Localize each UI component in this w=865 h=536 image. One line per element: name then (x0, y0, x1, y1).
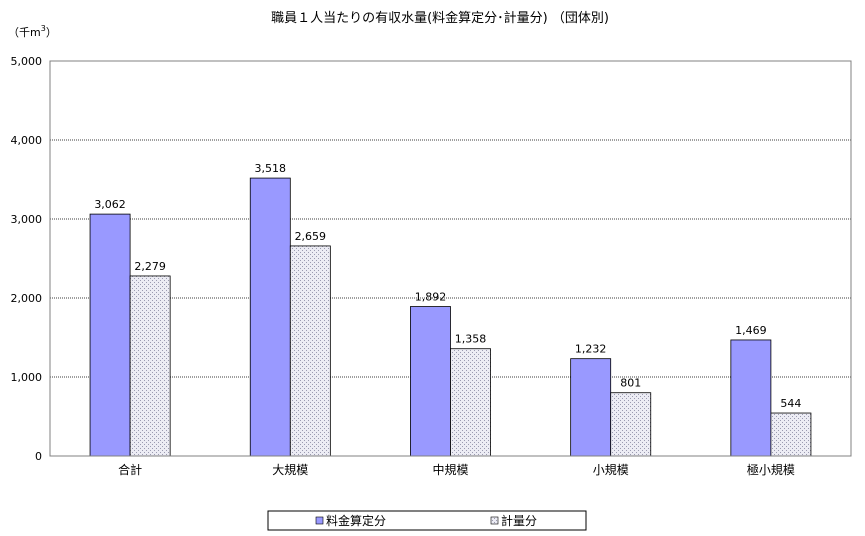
category-label: 大規模 (272, 462, 308, 477)
chart-title: 職員１人当たりの有収水量(料金算定分･計量分) （団体別) (271, 10, 609, 26)
data-labels: 3,062 2,279 3,518 2,659 1,892 1,358 1,232 801 1,… (94, 162, 801, 410)
data-label: 3,518 (255, 162, 287, 175)
data-label: 1,892 (415, 291, 447, 304)
y-axis-unit-label: （千m3） (8, 24, 57, 39)
plot-area-border (49, 60, 852, 457)
bar-series-1 (730, 339, 772, 457)
y-tick-label: 3,000 (11, 213, 43, 226)
legend-box (267, 510, 587, 531)
category-label: 小規模 (593, 462, 629, 477)
bar-series-2 (450, 348, 491, 457)
y-tick-label: 1,000 (11, 371, 43, 384)
y-tick-label: 5,000 (11, 55, 43, 68)
data-label: 3,062 (94, 198, 126, 211)
bar-series-1 (570, 358, 612, 457)
data-label: 801 (620, 377, 641, 390)
y-axis-unit-close: ） (46, 26, 57, 39)
legend-swatch-series-2 (490, 516, 499, 525)
bar-series-2 (129, 275, 171, 457)
category-label: 中規模 (432, 462, 468, 477)
bar-series-1 (89, 213, 131, 457)
bar-series-2 (610, 392, 652, 457)
bar-series-2 (289, 245, 331, 457)
legend-swatch-series-1 (315, 516, 324, 525)
data-label: 1,232 (575, 343, 607, 356)
bar-series-1 (410, 306, 451, 457)
data-label: 2,659 (295, 230, 327, 243)
y-tick-label: 2,000 (11, 292, 43, 305)
legend: 料金算定分 計量分 (267, 510, 587, 531)
legend-label-series-2: 計量分 (501, 513, 537, 528)
data-label: 2,279 (134, 260, 166, 273)
bar-series-1 (249, 177, 291, 457)
category-label: 極小規模 (747, 462, 795, 477)
data-label: 544 (780, 397, 801, 410)
data-label: 1,358 (455, 333, 487, 346)
y-tick-label: 4,000 (11, 134, 43, 147)
data-label: 1,469 (735, 324, 767, 337)
y-axis-unit-text: （千m (8, 26, 41, 39)
y-axis-ticks: 0 1,000 2,000 3,000 4,000 5,000 (11, 55, 43, 463)
y-tick-label: 0 (35, 450, 42, 463)
legend-label-series-1: 料金算定分 (326, 513, 386, 528)
category-label: 合計 (118, 462, 142, 477)
bar-series-2 (770, 412, 812, 457)
bars (89, 177, 812, 457)
category-labels: 合計 大規模 中規模 小規模 極小規模 (118, 462, 795, 477)
y-axis-unit-superscript: 3 (41, 24, 46, 33)
